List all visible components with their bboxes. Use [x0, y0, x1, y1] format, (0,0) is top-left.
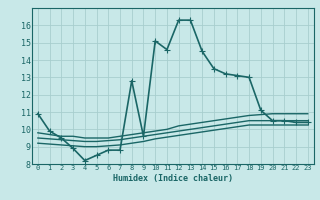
X-axis label: Humidex (Indice chaleur): Humidex (Indice chaleur) — [113, 174, 233, 183]
